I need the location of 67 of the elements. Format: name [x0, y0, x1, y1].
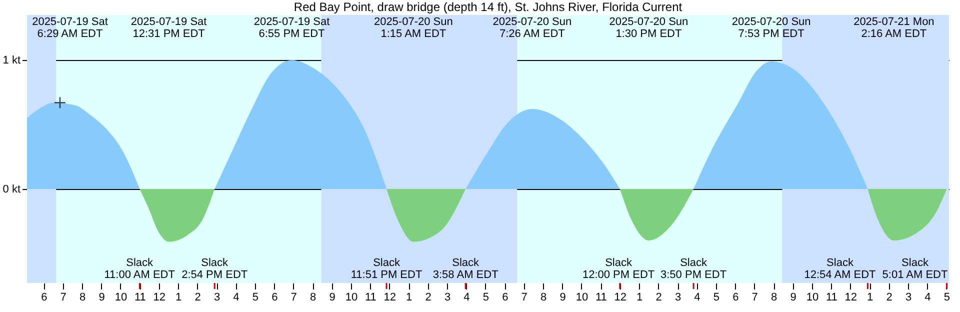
annotation: 2025-07-20 Sun 7:53 PM EDT: [732, 16, 811, 40]
x-tick-label: 11: [595, 292, 607, 304]
x-tick-label: 2: [886, 292, 892, 304]
x-tick-label: 7: [752, 292, 758, 304]
x-tick-label: 4: [464, 292, 470, 304]
x-tick-label: 3: [214, 292, 220, 304]
x-tick-label: 8: [771, 292, 778, 304]
x-tick-label: 2: [194, 292, 201, 304]
x-tick-label: 6: [502, 292, 508, 304]
annotation: Slack 2:54 PM EDT: [182, 257, 248, 281]
x-tick-label: 11: [364, 292, 376, 304]
x-tick-label: 8: [80, 292, 86, 304]
x-tick-label: 4: [924, 292, 931, 304]
x-tick-label: 8: [540, 292, 547, 304]
x-tick-label: 12: [384, 292, 396, 304]
annotation: Slack 5:01 AM EDT: [882, 257, 948, 281]
x-tick-label: 11: [134, 292, 146, 304]
annotation: Slack 12:00 PM EDT: [582, 257, 655, 281]
x-tick-label: 5: [252, 292, 258, 304]
x-tick-label: 3: [444, 292, 451, 304]
x-tick-label: 2: [656, 292, 662, 304]
x-tick-label: 1: [867, 292, 874, 304]
annotation: Slack 3:58 AM EDT: [432, 257, 499, 281]
annotation: 2025-07-21 Mon 2:16 AM EDT: [854, 16, 934, 40]
x-tick-label: 9: [329, 292, 336, 304]
x-tick-label: 8: [310, 292, 316, 304]
x-tick-label: 10: [806, 292, 819, 304]
x-tick-label: 7: [290, 292, 297, 304]
annotation: 2025-07-20 Sun 1:15 AM EDT: [374, 16, 453, 40]
annotation: Slack 11:00 AM EDT: [104, 257, 176, 281]
annotation: 2025-07-20 Sun 1:30 PM EDT: [609, 16, 688, 40]
x-tick-label: 3: [674, 292, 682, 304]
x-tick-label: 6: [41, 292, 48, 304]
annotation: 2025-07-20 Sun 7:26 AM EDT: [492, 16, 572, 40]
x-tick-label: 10: [345, 292, 358, 304]
x-tick-label: 4: [233, 292, 240, 304]
x-tick-label: 6: [272, 292, 278, 304]
annotation: Slack 3:50 PM EDT: [660, 257, 727, 281]
annotation: 2025-07-19 Sat 12:31 PM EDT: [130, 16, 207, 40]
x-tick-label: 4: [694, 292, 700, 304]
y-tick-label: 1 kt: [2, 54, 20, 67]
annotation: 2025-07-19 Sat 6:55 PM EDT: [254, 16, 330, 40]
x-tick-label: 1: [636, 292, 643, 304]
annotation: Slack 11:51 PM EDT: [350, 257, 422, 281]
y-tick-label: 0 kt: [2, 183, 20, 196]
annotation: 2025-07-19 Sat 6:29 AM EDT: [32, 16, 108, 40]
x-tick-label: 9: [98, 292, 105, 304]
x-tick-label: 11: [826, 292, 838, 304]
x-tick-label: 10: [114, 292, 128, 304]
x-tick-label: 7: [521, 292, 528, 304]
x-tick-label: 3: [905, 292, 912, 304]
chart-title: Red Bay Point, draw bridge (depth 14 ft), St. Johns River, Florida Current: [294, 0, 683, 14]
x-tick-label: 12: [844, 292, 858, 304]
x-tick-label: 5: [482, 292, 489, 304]
x-tick-label: 9: [790, 292, 796, 304]
x-tick-label: 9: [560, 292, 566, 304]
x-tick-label: 5: [944, 292, 950, 304]
x-tick-label: 12: [153, 292, 166, 304]
x-tick-label: 1: [406, 292, 412, 304]
x-tick-label: 12: [614, 292, 627, 304]
x-tick-label: 6: [732, 292, 739, 304]
annotation: Slack 12:54 AM EDT: [804, 257, 876, 281]
x-tick-label: 2: [425, 292, 432, 304]
x-tick-label: 5: [713, 292, 720, 304]
x-tick-label: 1: [176, 292, 182, 304]
x-tick-label: 7: [60, 292, 66, 304]
x-tick-label: 10: [576, 292, 588, 304]
